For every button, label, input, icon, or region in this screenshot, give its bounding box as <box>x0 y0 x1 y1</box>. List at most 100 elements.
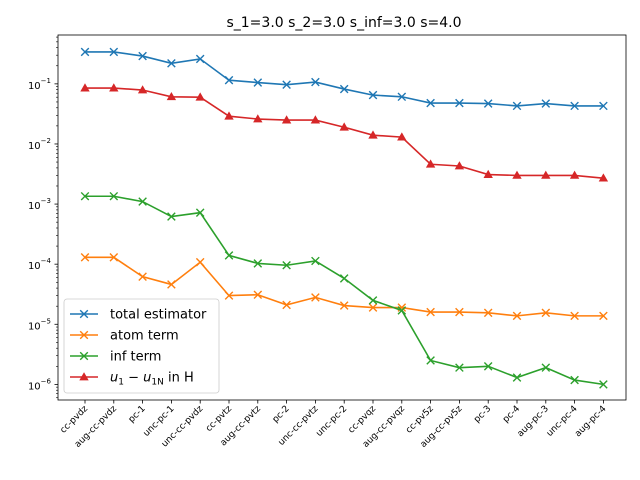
series-line <box>85 87 604 179</box>
data-point <box>224 111 234 120</box>
y-tick-base: 10 <box>28 141 41 152</box>
series-line <box>85 51 604 107</box>
legend-label: inf term <box>110 350 161 365</box>
y-tick-label: 10−2 <box>28 137 51 152</box>
data-point <box>455 307 464 317</box>
chart-title: s_1=3.0 s_2=3.0 s_inf=3.0 s=4.0 <box>226 15 461 31</box>
data-point <box>339 274 349 283</box>
data-point <box>253 114 263 123</box>
data-point <box>138 197 147 206</box>
data-point <box>80 83 90 92</box>
data-point <box>311 77 320 87</box>
legend-label: u1 − u1N in H <box>110 371 194 388</box>
data-point <box>339 122 349 131</box>
y-tick-exp: −4 <box>41 257 52 265</box>
data-point <box>224 291 234 300</box>
data-point <box>282 300 291 310</box>
data-point <box>512 311 522 321</box>
x-tick-label: pc-3 <box>472 404 493 425</box>
x-tick-label: pc-1 <box>127 404 148 425</box>
data-point <box>454 161 465 170</box>
data-point <box>455 98 464 108</box>
data-point <box>109 191 119 201</box>
data-point <box>137 85 148 94</box>
data-point <box>109 47 119 57</box>
data-point <box>253 259 263 268</box>
data-point <box>426 98 435 108</box>
legend-item: u1 − u1N in H <box>70 371 194 388</box>
data-point <box>455 363 464 372</box>
data-point <box>541 308 551 318</box>
data-point <box>512 170 522 179</box>
data-point <box>397 306 407 315</box>
y-tick-base: 10 <box>28 261 41 272</box>
data-point <box>311 293 320 302</box>
legend-item: atom term <box>70 329 179 344</box>
data-point <box>109 83 119 92</box>
data-point <box>138 272 147 281</box>
legend-item: inf term <box>70 350 161 365</box>
series-layer <box>80 47 609 389</box>
legend-box <box>63 298 220 394</box>
data-point <box>368 90 378 100</box>
data-point <box>339 301 349 310</box>
data-point <box>253 78 263 87</box>
legend-item: total estimator <box>70 308 207 323</box>
legend: total estimator atom term inf term u1 − u1N… <box>63 298 220 394</box>
data-point <box>483 362 493 371</box>
y-tick-exp: −6 <box>41 377 52 385</box>
y-tick-label: 10−4 <box>28 257 52 272</box>
data-point <box>224 75 234 85</box>
data-point <box>368 296 378 305</box>
data-point <box>598 173 609 182</box>
data-point <box>426 356 435 365</box>
data-point <box>167 58 176 68</box>
x-tick-label: pc-4 <box>501 404 522 425</box>
data-point <box>109 253 119 262</box>
data-point <box>138 51 147 61</box>
data-point <box>599 101 608 111</box>
data-point <box>368 130 378 139</box>
data-point <box>483 169 493 178</box>
series-2 <box>80 191 608 389</box>
legend-swatch-marker <box>79 309 89 319</box>
data-point <box>224 251 234 260</box>
data-point <box>483 99 493 108</box>
data-point <box>425 159 436 168</box>
data-point <box>311 256 320 266</box>
data-point <box>397 92 407 102</box>
data-point <box>282 260 291 270</box>
y-axis: 10−610−510−410−310−210−1 <box>28 36 58 399</box>
data-point <box>80 191 90 201</box>
data-point <box>339 84 349 94</box>
series-1 <box>80 253 608 321</box>
y-tick-exp: −5 <box>41 317 51 325</box>
data-point <box>541 363 551 372</box>
data-point <box>195 54 205 64</box>
x-tick-label: pc-2 <box>271 404 292 425</box>
data-point <box>167 280 176 289</box>
legend-swatch-marker <box>79 330 89 340</box>
data-point <box>166 91 177 101</box>
data-point <box>541 99 551 108</box>
data-point <box>426 307 435 317</box>
data-point <box>483 308 493 318</box>
y-tick-base: 10 <box>28 201 41 212</box>
data-point <box>541 170 551 179</box>
data-point <box>397 132 407 141</box>
legend-swatch-marker <box>79 351 89 361</box>
data-point <box>253 290 263 300</box>
data-point <box>310 115 321 124</box>
data-point <box>195 92 205 101</box>
legend-swatch-marker <box>79 372 89 381</box>
legend-label: atom term <box>110 329 179 344</box>
data-point <box>281 115 292 124</box>
data-point <box>195 208 205 217</box>
data-point <box>80 47 90 57</box>
y-tick-label: 10−5 <box>28 317 51 332</box>
data-point <box>167 212 176 221</box>
x-tick-label: aug-pc-4 <box>573 404 608 439</box>
data-point <box>570 311 579 321</box>
